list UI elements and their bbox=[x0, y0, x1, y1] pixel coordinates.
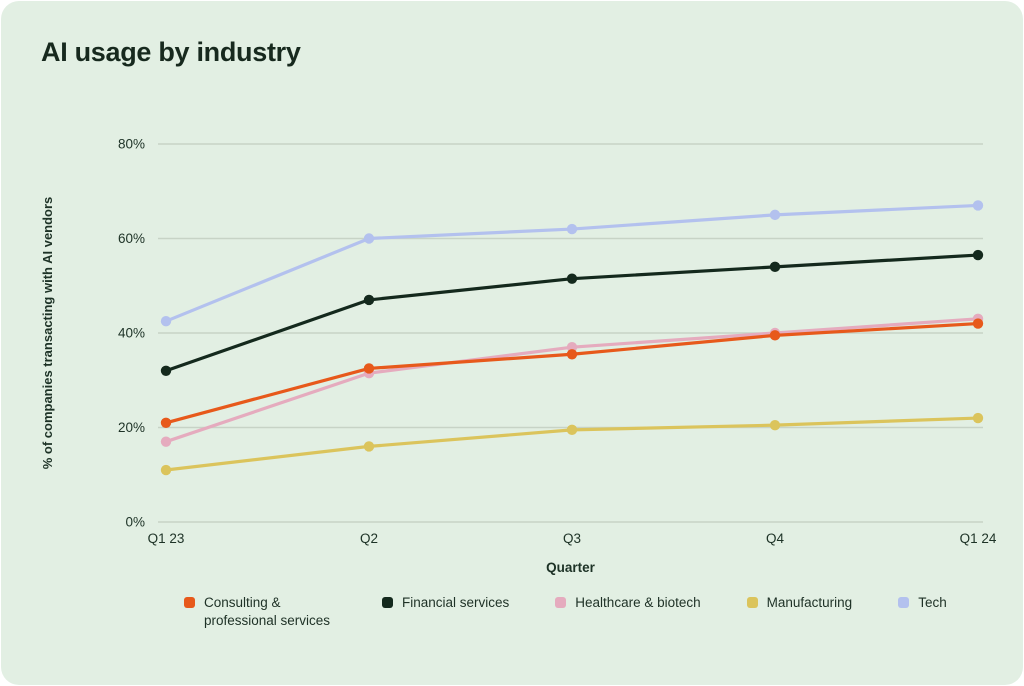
x-tick-label: Q3 bbox=[563, 531, 581, 546]
data-point bbox=[160, 365, 172, 376]
legend-swatch-healthcare bbox=[555, 597, 567, 608]
data-point bbox=[769, 209, 781, 221]
data-point bbox=[160, 315, 172, 327]
data-point bbox=[972, 318, 984, 329]
data-point bbox=[160, 436, 172, 447]
data-point bbox=[972, 412, 984, 424]
legend-item-financial: Financial services bbox=[382, 594, 509, 612]
x-tick-label: Q4 bbox=[766, 531, 785, 546]
legend-swatch-financial bbox=[382, 597, 393, 608]
legend-swatch-tech bbox=[898, 597, 910, 608]
data-point bbox=[363, 441, 375, 452]
x-tick-label: Q2 bbox=[360, 531, 378, 546]
y-tick-label: 60% bbox=[118, 231, 145, 246]
data-point bbox=[972, 249, 984, 261]
legend-label-manufacturing: Manufacturing bbox=[766, 595, 853, 610]
series-line-0 bbox=[164, 321, 980, 425]
x-axis-title: Quarter bbox=[546, 560, 596, 575]
data-point bbox=[566, 273, 578, 284]
y-tick-label: 40% bbox=[118, 326, 145, 341]
data-point bbox=[972, 200, 984, 211]
legend-label-healthcare: Healthcare & biotech bbox=[575, 595, 701, 610]
data-point bbox=[566, 349, 578, 360]
legend-swatch-consulting bbox=[184, 597, 195, 608]
data-point bbox=[363, 363, 375, 374]
data-point bbox=[769, 419, 781, 431]
data-point bbox=[363, 294, 375, 306]
legend-label-financial: Financial services bbox=[402, 595, 510, 610]
y-tick-label: 80% bbox=[118, 137, 145, 152]
x-tick-label: Q1 23 bbox=[148, 531, 185, 546]
chart-legend: Consulting & professional services Finan… bbox=[184, 594, 947, 630]
legend-label-tech: Tech bbox=[918, 595, 947, 610]
data-point bbox=[566, 424, 578, 436]
legend-item-tech: Tech bbox=[898, 594, 947, 612]
x-tick-label: Q1 24 bbox=[960, 531, 997, 546]
data-point bbox=[769, 330, 781, 341]
legend-item-consulting: Consulting & professional services bbox=[184, 594, 336, 630]
data-point bbox=[769, 261, 781, 273]
legend-item-manufacturing: Manufacturing bbox=[746, 594, 853, 612]
data-point bbox=[566, 223, 578, 235]
y-axis-title: % of companies transacting with AI vendo… bbox=[40, 197, 55, 470]
legend-swatch-manufacturing bbox=[746, 597, 758, 608]
data-point bbox=[160, 417, 172, 428]
y-tick-label: 0% bbox=[125, 515, 145, 530]
chart-title: AI usage by industry bbox=[41, 37, 301, 67]
legend-label-consulting: Consulting & professional services bbox=[204, 595, 331, 628]
data-point bbox=[160, 464, 172, 476]
legend-item-healthcare: Healthcare & biotech bbox=[555, 594, 701, 612]
y-tick-label: 20% bbox=[118, 420, 145, 435]
data-point bbox=[363, 233, 375, 244]
